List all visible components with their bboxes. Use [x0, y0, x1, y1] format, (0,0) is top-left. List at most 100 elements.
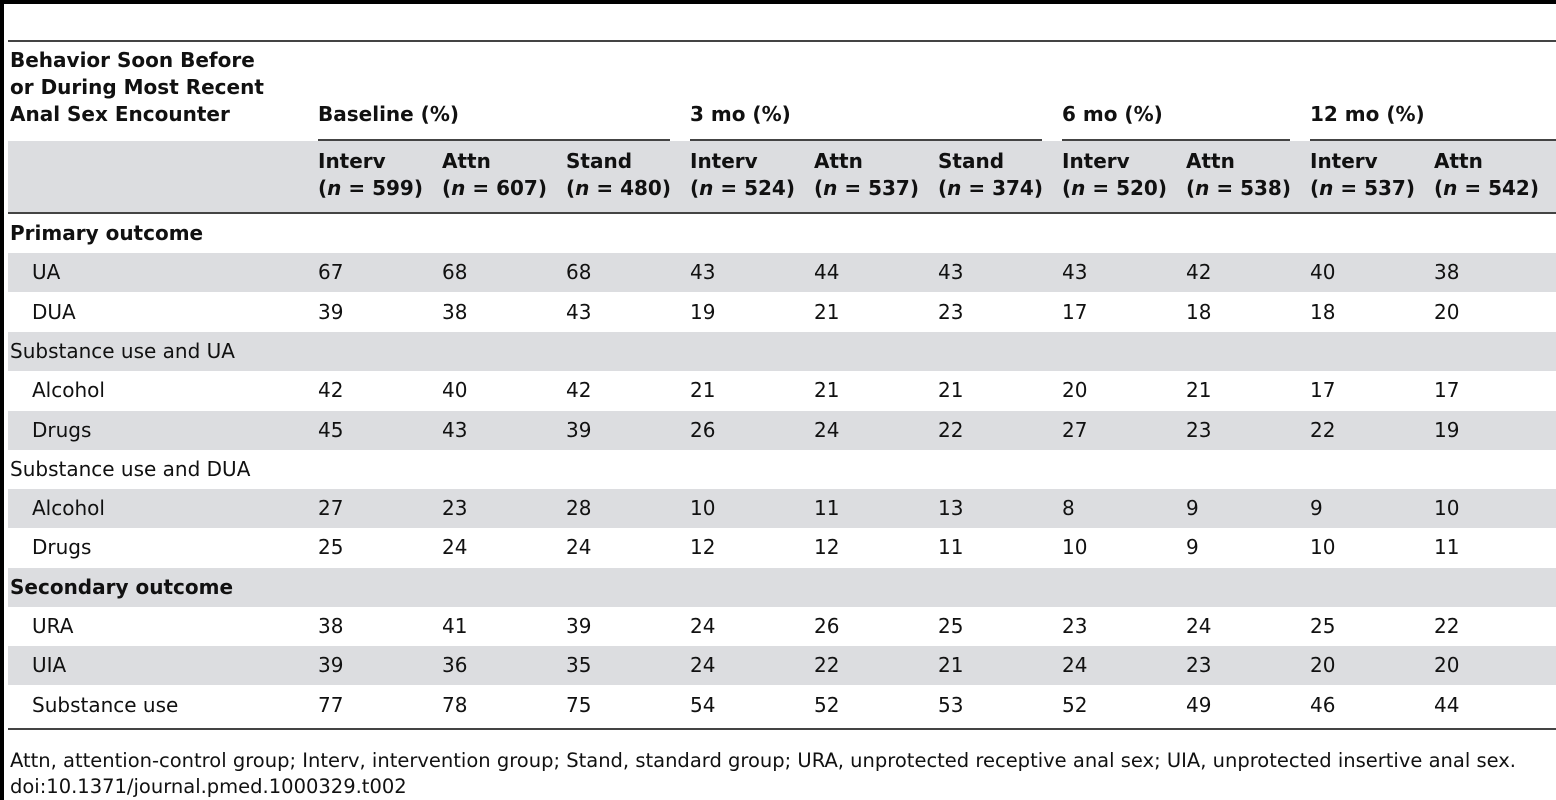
- top-border: [0, 0, 1556, 4]
- timepoint-underline: [318, 139, 670, 141]
- value-cell: 38: [318, 614, 344, 638]
- value-cell: 24: [442, 535, 468, 560]
- value-cell: 39: [566, 614, 592, 638]
- footnote-doi: doi:10.1371/journal.pmed.1000329.t002: [10, 775, 407, 798]
- value-cell: 12: [814, 535, 840, 560]
- value-cell: 41: [442, 614, 468, 638]
- arm-header: Attn (n = 538): [1186, 148, 1291, 202]
- value-cell: 10: [1434, 496, 1460, 521]
- value-cell: 26: [690, 417, 716, 442]
- table-row: Alcohol 42 40 42 21 21 21 20 21 17 17: [8, 371, 1556, 410]
- value-cell: 40: [1310, 260, 1336, 285]
- timepoint-underline: [1062, 139, 1290, 141]
- arm-header: Interv (n = 599): [318, 148, 423, 202]
- value-cell: 12: [690, 535, 716, 560]
- value-cell: 22: [814, 653, 840, 678]
- table-row: UIA 39 36 35 24 22 21 24 23 20 20: [8, 646, 1556, 686]
- arm-name: Stand: [938, 149, 1005, 173]
- table-row: Drugs 25 24 24 12 12 11 10 9 10 11: [8, 528, 1556, 567]
- value-cell: 25: [1310, 614, 1336, 638]
- row-label: UA: [32, 260, 61, 285]
- arm-name: Attn: [1434, 149, 1483, 173]
- value-cell: 10: [690, 496, 716, 521]
- arm-sample-size: (n = 607): [442, 176, 547, 200]
- timepoint-underline: [690, 139, 1042, 141]
- arm-sample-size: (n = 524): [690, 176, 795, 200]
- header-bottom-rule: [8, 212, 1556, 214]
- value-cell: 23: [442, 496, 468, 521]
- value-cell: 43: [938, 260, 964, 285]
- value-cell: 9: [1186, 535, 1199, 560]
- arm-header: Attn (n = 537): [814, 148, 919, 202]
- value-cell: 20: [1434, 653, 1460, 678]
- arm-header: Interv (n = 520): [1062, 148, 1167, 202]
- value-cell: 19: [690, 299, 716, 324]
- value-cell: 13: [938, 496, 964, 521]
- arm-n-value: 538: [1240, 176, 1282, 200]
- table-footnote: Attn, attention-control group; Interv, i…: [10, 748, 1516, 800]
- value-cell: 10: [1062, 535, 1088, 560]
- table-section-row: Substance use and DUA: [8, 450, 1556, 489]
- arm-header: Attn (n = 607): [442, 148, 547, 202]
- value-cell: 11: [938, 535, 964, 560]
- value-cell: 68: [566, 260, 592, 285]
- value-cell: 19: [1434, 417, 1460, 442]
- value-cell: 24: [690, 614, 716, 638]
- value-cell: 67: [318, 260, 344, 285]
- arm-sample-size: (n = 538): [1186, 176, 1291, 200]
- arm-name: Attn: [1186, 149, 1235, 173]
- row-label: URA: [32, 614, 74, 638]
- value-cell: 20: [1310, 653, 1336, 678]
- value-cell: 17: [1434, 378, 1460, 403]
- table-row: Drugs 45 43 39 26 24 22 27 23 22 19: [8, 410, 1556, 450]
- table-row: Alcohol 27 23 28 10 11 13 8 9 9 10: [8, 489, 1556, 529]
- value-cell: 68: [442, 260, 468, 285]
- value-cell: 25: [938, 614, 964, 638]
- value-cell: 21: [938, 653, 964, 678]
- arm-name: Interv: [690, 149, 758, 173]
- arm-n-value: 542: [1488, 176, 1530, 200]
- stub-header-line: or During Most Recent: [10, 75, 264, 99]
- arm-header: Stand (n = 374): [938, 148, 1043, 202]
- value-cell: 53: [938, 692, 964, 717]
- arm-header: Stand (n = 480): [566, 148, 671, 202]
- value-cell: 24: [690, 653, 716, 678]
- value-cell: 9: [1310, 496, 1323, 521]
- value-cell: 44: [1434, 692, 1460, 717]
- arm-header: Interv (n = 537): [1310, 148, 1415, 202]
- value-cell: 35: [566, 653, 592, 678]
- value-cell: 21: [690, 378, 716, 403]
- arm-n-value: 480: [620, 176, 662, 200]
- value-cell: 23: [1186, 417, 1212, 442]
- value-cell: 21: [814, 378, 840, 403]
- value-cell: 38: [442, 299, 468, 324]
- value-cell: 39: [566, 417, 592, 442]
- row-label: Substance use and DUA: [10, 456, 251, 481]
- value-cell: 22: [1310, 417, 1336, 442]
- value-cell: 20: [1434, 299, 1460, 324]
- value-cell: 9: [1186, 496, 1199, 521]
- value-cell: 46: [1310, 692, 1336, 717]
- value-cell: 39: [318, 299, 344, 324]
- table-row: URA 38 41 39 24 26 25 23 24 25 22: [8, 607, 1556, 646]
- arm-n-value: 524: [744, 176, 786, 200]
- value-cell: 26: [814, 614, 840, 638]
- arm-sample-size: (n = 374): [938, 176, 1043, 200]
- value-cell: 17: [1062, 299, 1088, 324]
- table-section-row: Secondary outcome: [8, 567, 1556, 607]
- left-border: [0, 0, 4, 800]
- timepoint-header: Baseline (%): [318, 102, 460, 126]
- table-bottom-rule: [8, 728, 1556, 730]
- value-cell: 22: [1434, 614, 1460, 638]
- value-cell: 21: [1186, 378, 1212, 403]
- arm-name: Stand: [566, 149, 633, 173]
- row-label: Drugs: [32, 417, 92, 442]
- value-cell: 11: [1434, 535, 1460, 560]
- value-cell: 27: [1062, 417, 1088, 442]
- table-row: DUA 39 38 43 19 21 23 17 18 18 20: [8, 293, 1556, 332]
- value-cell: 43: [690, 260, 716, 285]
- arm-sample-size: (n = 480): [566, 176, 671, 200]
- value-cell: 21: [938, 378, 964, 403]
- value-cell: 43: [442, 417, 468, 442]
- value-cell: 27: [318, 496, 344, 521]
